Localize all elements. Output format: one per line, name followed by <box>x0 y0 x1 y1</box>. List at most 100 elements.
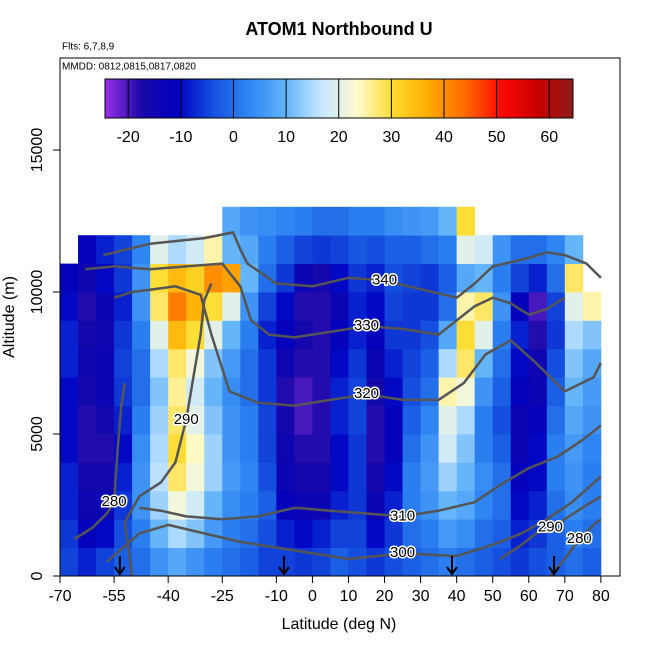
heat-cell <box>186 519 205 549</box>
colorbar-swatch <box>319 79 324 118</box>
heat-cell <box>330 206 349 236</box>
heat-cell <box>78 547 97 577</box>
contour-label: 280 <box>567 530 592 547</box>
heat-cell <box>564 547 584 577</box>
heat-cell <box>276 206 295 236</box>
colorbar-swatch <box>342 79 348 118</box>
colorbar-swatch <box>545 79 551 118</box>
colorbar-swatch <box>245 79 250 118</box>
colorbar-swatch <box>202 79 207 118</box>
heat-cell <box>294 490 313 520</box>
heat-cell <box>258 348 277 378</box>
colorbar-swatch <box>413 79 418 118</box>
x-tick-label: -10 <box>265 588 288 605</box>
heat-cell <box>510 263 530 293</box>
heat-cell <box>330 462 349 492</box>
heat-cell <box>240 235 259 265</box>
heat-cell <box>78 519 97 549</box>
heat-cell <box>330 434 349 463</box>
colorbar-swatch <box>417 79 422 118</box>
colorbar-swatch <box>541 79 547 118</box>
heat-cell <box>510 434 530 463</box>
heat-cell <box>420 348 440 378</box>
x-tick-label: 0 <box>308 588 317 605</box>
heat-cell <box>510 405 530 435</box>
heat-cell <box>474 519 494 549</box>
heat-cell <box>132 547 151 577</box>
heat-cell <box>402 235 421 265</box>
heat-cell <box>204 547 223 577</box>
colorbar-swatch <box>237 79 242 118</box>
heat-cell <box>348 434 367 463</box>
heat-cell <box>150 235 169 265</box>
heat-cell <box>78 263 97 293</box>
heat-cell <box>456 434 476 463</box>
heat-cell <box>582 519 602 549</box>
colorbar-swatch <box>163 79 168 118</box>
heat-cell <box>402 405 421 435</box>
heat-cell <box>438 206 458 236</box>
heat-cell <box>114 490 133 520</box>
heat-cell <box>150 263 169 293</box>
heat-cell <box>492 405 512 435</box>
heat-cell <box>474 462 494 492</box>
x-tick-label: 10 <box>340 588 358 605</box>
heat-cell <box>420 462 440 492</box>
heat-cell <box>420 263 440 293</box>
heat-cell <box>276 462 295 492</box>
contour-label: 300 <box>390 544 415 561</box>
heat-cell <box>456 348 476 378</box>
colorbar-swatch <box>171 79 176 118</box>
heat-cell <box>276 377 295 407</box>
heat-cell <box>150 405 169 435</box>
heat-cell <box>240 547 259 577</box>
heat-cell <box>96 263 115 293</box>
heat-cell <box>474 292 494 321</box>
colorbar-swatch <box>561 79 566 118</box>
heat-cell <box>78 377 97 407</box>
heat-cell <box>492 377 512 407</box>
heat-cell <box>258 519 277 549</box>
colorbar-swatch <box>381 79 387 118</box>
heat-cell <box>258 235 277 265</box>
heat-cell <box>276 292 295 321</box>
heat-cell <box>294 263 313 293</box>
heat-cell <box>348 547 367 577</box>
heat-cell <box>330 235 349 265</box>
heat-cell <box>312 377 331 407</box>
heat-cell <box>114 519 133 549</box>
plot-frame <box>59 57 621 577</box>
heat-cell <box>258 292 277 321</box>
heat-cell <box>582 462 602 492</box>
heat-cell <box>96 434 115 463</box>
heat-cell <box>438 377 458 407</box>
colorbar-swatch <box>233 79 239 118</box>
heat-cell <box>222 320 241 350</box>
heat-cell <box>384 320 403 350</box>
colorbar-swatch <box>378 79 383 118</box>
heat-cell <box>312 235 331 265</box>
colorbar-swatch <box>128 79 133 118</box>
colorbar-swatch <box>261 79 266 118</box>
colorbar-swatch <box>155 79 161 118</box>
heat-cell <box>96 519 115 549</box>
heat-cell <box>474 547 494 577</box>
x-tick-label: 70 <box>556 588 574 605</box>
heat-cell <box>420 377 440 407</box>
heat-cell <box>276 320 295 350</box>
heat-cell <box>132 377 151 407</box>
colorbar-swatch <box>339 79 344 118</box>
colorbar-swatch <box>459 79 465 118</box>
heat-cell <box>492 263 512 293</box>
heat-cell <box>96 490 115 520</box>
heat-cell <box>582 348 602 378</box>
arrow <box>446 556 458 576</box>
contour-line <box>73 382 127 541</box>
heat-cell <box>528 547 548 577</box>
heat-cell <box>222 462 241 492</box>
heat-cell <box>366 235 385 265</box>
heat-cell <box>186 462 205 492</box>
heat-cell <box>546 405 566 435</box>
heat-cell <box>420 405 440 435</box>
heat-cell <box>186 292 205 321</box>
